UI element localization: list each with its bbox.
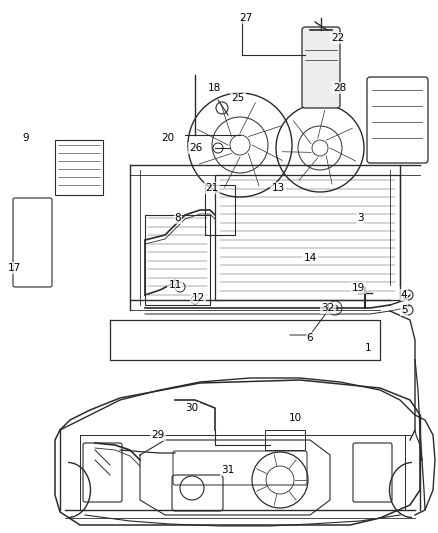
Bar <box>215 175 400 300</box>
Text: 13: 13 <box>272 183 285 193</box>
Text: 1: 1 <box>365 343 371 353</box>
Circle shape <box>213 143 223 153</box>
Text: 4: 4 <box>401 290 407 300</box>
Text: 31: 31 <box>221 465 235 475</box>
Text: 29: 29 <box>152 430 165 440</box>
Text: 21: 21 <box>205 183 219 193</box>
Circle shape <box>328 301 342 315</box>
Circle shape <box>403 290 413 300</box>
Bar <box>145 215 210 305</box>
FancyBboxPatch shape <box>302 27 340 108</box>
Text: 11: 11 <box>168 280 182 290</box>
Text: 14: 14 <box>304 253 317 263</box>
Text: 5: 5 <box>401 305 407 315</box>
Circle shape <box>216 102 228 114</box>
Text: 17: 17 <box>7 263 21 273</box>
Text: 6: 6 <box>307 333 313 343</box>
Text: 28: 28 <box>333 83 346 93</box>
Text: 32: 32 <box>321 303 335 313</box>
Circle shape <box>191 296 199 304</box>
Text: 9: 9 <box>23 133 29 143</box>
Text: 3: 3 <box>357 213 363 223</box>
Circle shape <box>332 305 338 311</box>
Text: 8: 8 <box>175 213 181 223</box>
Text: 18: 18 <box>207 83 221 93</box>
Bar <box>205 185 235 235</box>
Text: 26: 26 <box>189 143 203 153</box>
Text: 30: 30 <box>185 403 198 413</box>
Text: 12: 12 <box>191 293 205 303</box>
Text: 10: 10 <box>289 413 301 423</box>
Text: 27: 27 <box>240 13 253 23</box>
Circle shape <box>403 305 413 315</box>
Text: 19: 19 <box>351 283 364 293</box>
Text: 22: 22 <box>332 33 345 43</box>
Bar <box>55 140 103 195</box>
Bar <box>265 430 305 450</box>
Text: 25: 25 <box>231 93 245 103</box>
Text: 20: 20 <box>162 133 175 143</box>
Circle shape <box>175 282 185 292</box>
